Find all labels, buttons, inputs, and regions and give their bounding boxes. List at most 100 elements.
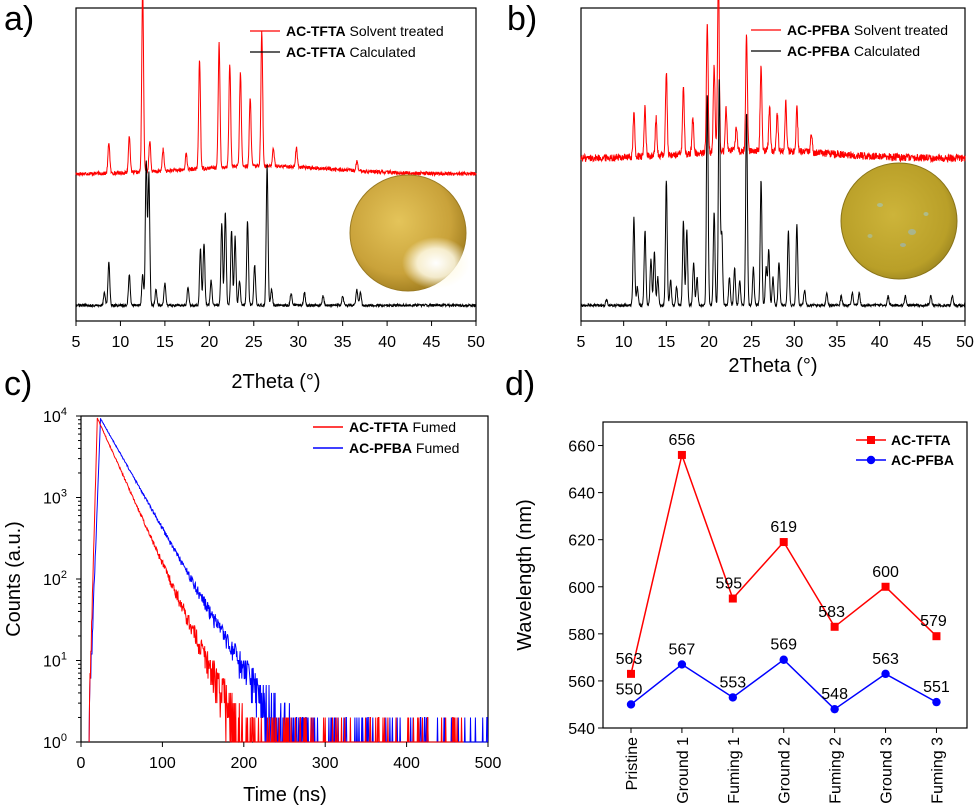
y-tick-label: 103 [43, 488, 67, 508]
sample-photo-b [840, 162, 958, 280]
legend-marker [866, 455, 876, 465]
legend-label: AC-PFBA Solvent treated [787, 22, 948, 38]
data-label: 567 [669, 641, 696, 658]
y-tick-label: 101 [43, 651, 67, 671]
x-tick-label: 10 [615, 334, 633, 351]
x-tick-label: 5 [577, 334, 586, 351]
data-point-square [830, 622, 839, 631]
data-label: 595 [715, 576, 742, 593]
data-label: 550 [616, 681, 643, 698]
panel-a-xrd-chart: 5 10 15 20 25 30 35 40 45 50 AC-TFTA Solvent trea… [72, 0, 485, 393]
panel-c-decay-chart: 0 100 200 300 400 500 100 101 102 103 104 AC-TFTA … [3, 406, 501, 806]
x-tick-label: 50 [956, 334, 974, 351]
data-label: 553 [719, 674, 746, 691]
x-tick-label: 300 [312, 755, 339, 772]
legend-marker [867, 436, 875, 444]
data-point-circle [932, 697, 941, 707]
data-label: 548 [821, 686, 848, 703]
panel-d-frame [602, 421, 968, 729]
x-tick-label: 100 [149, 755, 176, 772]
data-point-circle [626, 700, 636, 709]
data-point-square [779, 538, 788, 547]
x-tick-label: Fuming 3 [929, 737, 946, 804]
panel-c-y-axis-label: Counts (a.u.) [3, 521, 25, 637]
series-solvent-treated-line [580, 0, 966, 164]
panel-a-x-axis-label: 2Theta (°) [231, 371, 320, 393]
x-tick-label: 40 [871, 334, 889, 351]
sample-photo-a [349, 174, 470, 292]
panel-a-frame [75, 7, 477, 322]
x-tick-label: 40 [378, 334, 396, 351]
x-tick-label: 10 [112, 334, 130, 351]
x-tick-label: 30 [289, 334, 307, 351]
panel-d-y-axis-label: Wavelength (nm) [514, 499, 536, 651]
x-tick-label: 35 [828, 334, 846, 351]
y-tick-label: 540 [568, 721, 595, 738]
data-point-circle [677, 660, 687, 669]
panel-b-x-axis-label: 2Theta (°) [728, 355, 817, 377]
series-ac-pfba-decay-line [88, 418, 489, 743]
data-label: 600 [872, 564, 899, 581]
data-point-circle [728, 693, 738, 702]
data-label: 579 [920, 613, 947, 630]
x-tick-label: 45 [423, 334, 441, 351]
data-label: 551 [923, 679, 950, 696]
panel-c-x-axis-label: Time (ns) [243, 784, 327, 806]
x-tick-label: 45 [913, 334, 931, 351]
data-point-circle [830, 704, 839, 714]
x-tick-label: 35 [334, 334, 352, 351]
x-tick-label: Fuming 1 [726, 737, 743, 804]
y-tick-label: 640 [568, 486, 595, 503]
x-tick-label: Ground 1 [675, 737, 692, 804]
y-tick-label: 660 [568, 439, 595, 456]
data-point-circle [881, 669, 890, 679]
legend-label: AC-TFTA [891, 432, 951, 448]
x-tick-label: 400 [393, 755, 420, 772]
series-solvent-treated-line [75, 0, 477, 178]
data-point-circle [779, 655, 788, 664]
panel-label-c: c) [4, 365, 32, 403]
panel-label-b: b) [507, 0, 537, 38]
series-ac-tfta-decay-line [88, 417, 464, 743]
y-tick-label: 104 [43, 406, 67, 426]
x-tick-label: 200 [230, 755, 257, 772]
legend-label: AC-TFTA Calculated [286, 44, 416, 60]
data-point-square [881, 582, 890, 591]
panel-label-a: a) [4, 0, 34, 38]
y-tick-label: 580 [568, 627, 595, 644]
data-point-square [932, 632, 941, 641]
legend-label: AC-PFBA [891, 452, 954, 468]
data-label: 619 [770, 519, 797, 536]
x-tick-label: Fuming 2 [828, 737, 845, 804]
data-label: 656 [669, 432, 696, 449]
panel-d-wavelength-chart: 563 656 595 619 583 600 579 550 567 553 569 548 563 5… [514, 421, 968, 804]
y-tick-label: 100 [43, 732, 67, 752]
x-tick-label: 5 [72, 334, 81, 351]
panel-b-frame [580, 7, 966, 322]
y-tick-label: 600 [568, 580, 595, 597]
x-tick-label: 50 [467, 334, 485, 351]
x-tick-label: Ground 3 [879, 737, 896, 804]
x-tick-label: 20 [700, 334, 718, 351]
legend-label: AC-PFBA Fumed [349, 440, 459, 456]
legend-label: AC-PFBA Calculated [787, 43, 920, 59]
data-point-square [677, 450, 686, 459]
panel-b-xrd-chart: 5 10 15 20 25 30 35 40 45 50 AC-PFBA Solvent trea… [577, 0, 974, 377]
data-label: 569 [770, 637, 797, 654]
series-calculated-line [580, 79, 966, 309]
x-tick-label: Pristine [624, 737, 641, 790]
legend-label: AC-TFTA Fumed [349, 419, 456, 435]
x-tick-label: 30 [785, 334, 803, 351]
x-tick-label: 500 [475, 755, 502, 772]
data-label: 563 [616, 651, 643, 668]
data-point-square [728, 594, 737, 603]
y-tick-label: 620 [568, 533, 595, 550]
data-label: 583 [818, 604, 845, 621]
data-label: 563 [872, 651, 899, 668]
x-tick-label: 15 [657, 334, 675, 351]
panel-c-frame [80, 415, 489, 743]
legend-label: AC-TFTA Solvent treated [286, 23, 444, 39]
y-tick-label: 560 [568, 674, 595, 691]
data-point-square [627, 669, 635, 678]
